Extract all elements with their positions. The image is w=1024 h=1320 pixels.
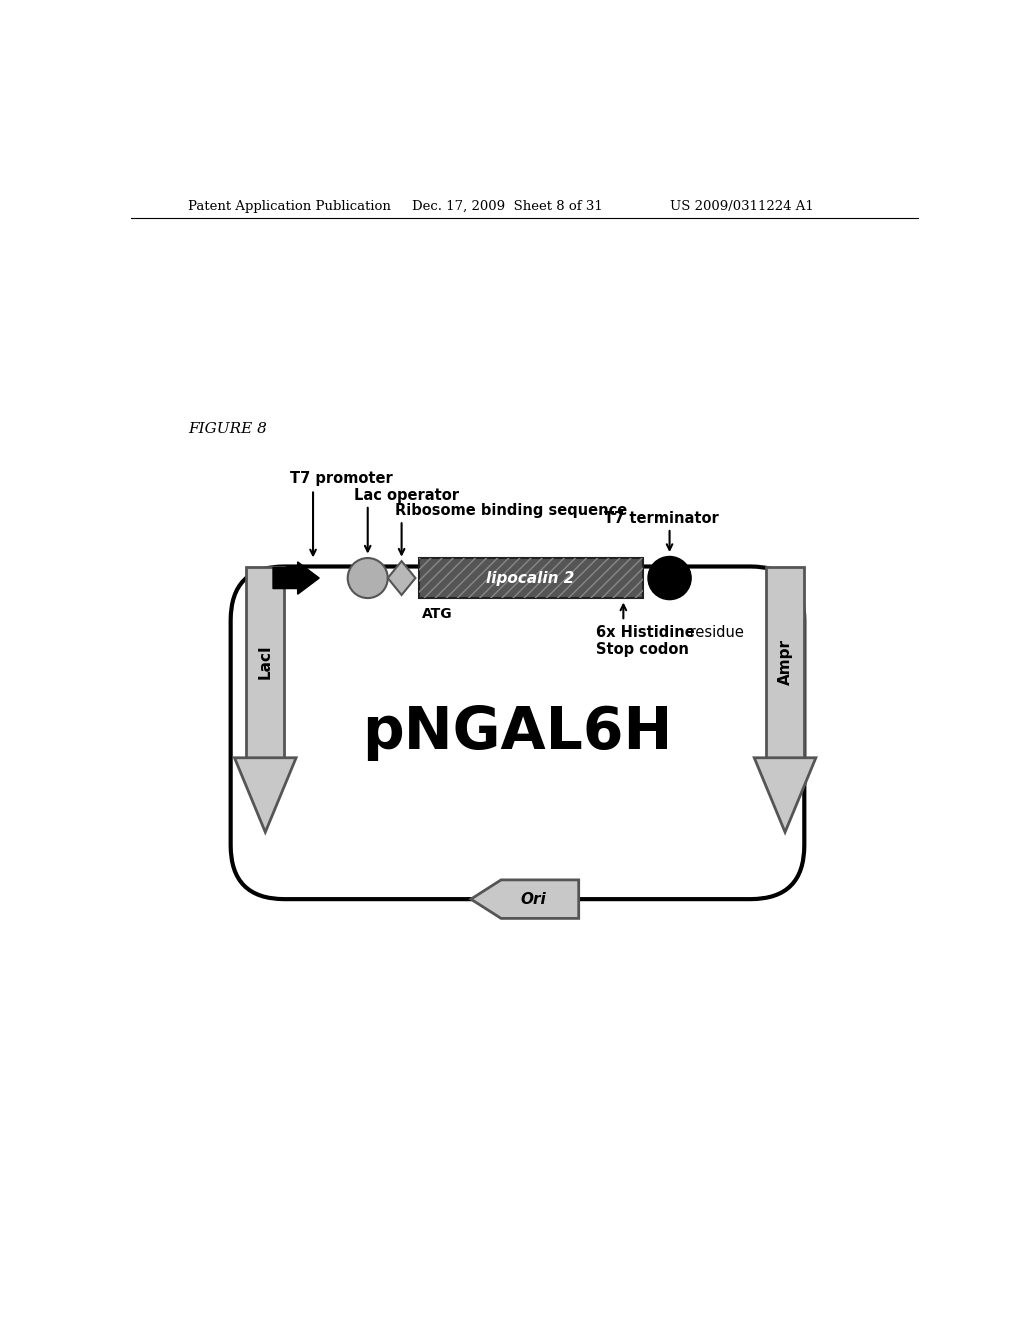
Text: ATG: ATG [422,607,453,622]
FancyBboxPatch shape [246,566,285,758]
Polygon shape [755,758,816,832]
Text: Ampr: Ampr [777,639,793,685]
FancyArrow shape [273,562,319,594]
Circle shape [648,557,691,599]
Text: US 2009/0311224 A1: US 2009/0311224 A1 [670,199,813,213]
Circle shape [348,558,388,598]
Text: pNGAL6H: pNGAL6H [362,705,673,762]
Text: T7 promoter: T7 promoter [290,471,392,486]
Polygon shape [234,758,296,832]
Text: Patent Application Publication: Patent Application Publication [188,199,391,213]
Polygon shape [388,561,416,595]
FancyBboxPatch shape [766,566,804,758]
Text: residue: residue [685,626,743,640]
Text: Dec. 17, 2009  Sheet 8 of 31: Dec. 17, 2009 Sheet 8 of 31 [412,199,602,213]
Text: FIGURE 8: FIGURE 8 [188,422,267,436]
Text: Lac operator: Lac operator [354,487,459,503]
Text: T7 terminator: T7 terminator [604,511,719,525]
Text: Stop codon: Stop codon [596,642,689,657]
FancyBboxPatch shape [419,558,643,598]
Text: Ori: Ori [520,891,546,907]
Polygon shape [471,880,579,919]
Text: LacI: LacI [258,645,272,680]
Text: 6x Histidine: 6x Histidine [596,626,695,640]
Text: lipocalin 2: lipocalin 2 [486,570,574,586]
Text: Ribosome binding sequence: Ribosome binding sequence [395,503,628,517]
